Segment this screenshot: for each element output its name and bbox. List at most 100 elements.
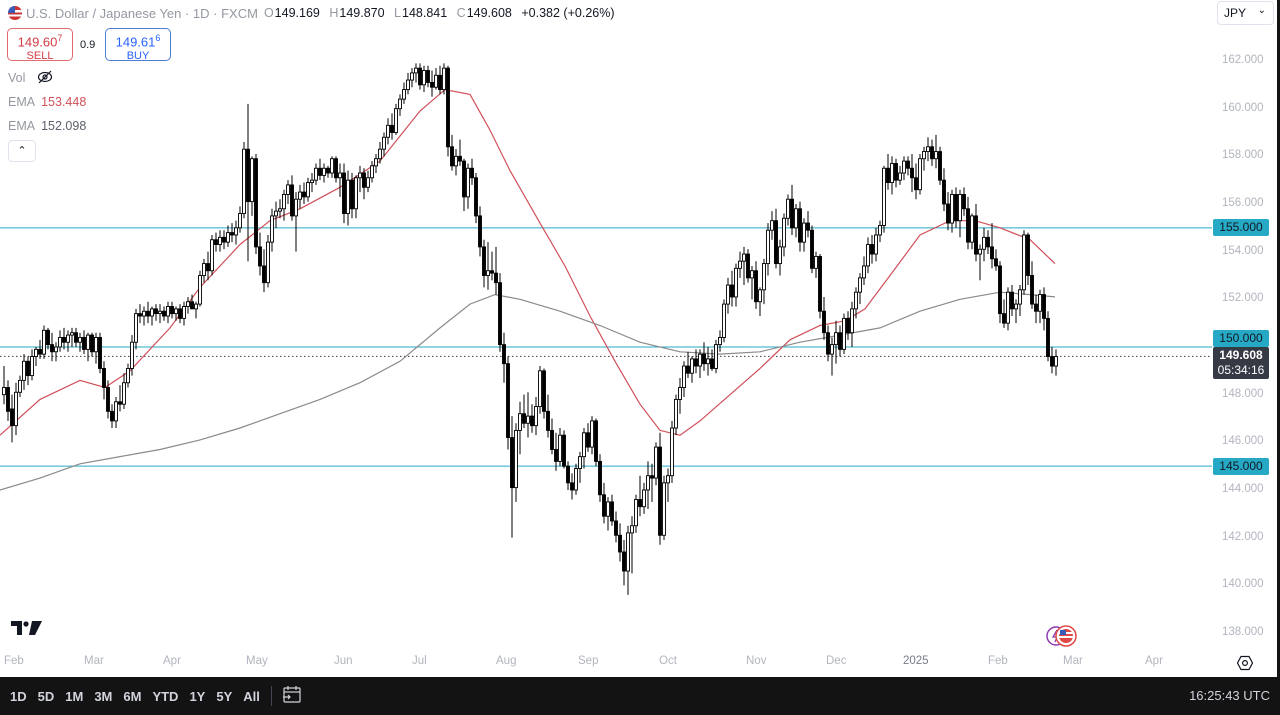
- candle: [670, 420, 674, 483]
- sell-button[interactable]: 149.607 SELL: [7, 28, 73, 62]
- candle: [250, 156, 254, 216]
- candle: [222, 230, 226, 250]
- candle: [158, 304, 162, 324]
- candle: [114, 397, 118, 429]
- utc-clock[interactable]: 16:25:43 UTC: [1189, 688, 1270, 703]
- range-1d-button[interactable]: 1D: [10, 688, 27, 704]
- candle: [78, 332, 82, 352]
- time-tick: Mar: [84, 655, 104, 667]
- collapse-legend-button[interactable]: ⌃: [8, 140, 36, 162]
- candle: [582, 428, 586, 469]
- range-1y-button[interactable]: 1Y: [189, 688, 206, 704]
- settings-gear-icon[interactable]: [1236, 655, 1254, 676]
- indicator-volume[interactable]: Vol: [8, 70, 53, 87]
- candle: [418, 63, 422, 90]
- candle: [102, 361, 106, 400]
- candle: [678, 377, 682, 414]
- time-tick: Sep: [578, 655, 599, 667]
- candle: [862, 256, 866, 286]
- open-value: 149.169: [274, 6, 320, 20]
- eye-off-icon[interactable]: [37, 70, 53, 87]
- candle: [30, 349, 34, 381]
- symbol-legend[interactable]: U.S. Dollar / Japanese Yen · 1D · FXCM O…: [8, 4, 615, 22]
- candle: [594, 418, 598, 467]
- candle: [646, 461, 650, 510]
- candle: [498, 273, 502, 352]
- candle: [710, 349, 714, 371]
- candle: [154, 304, 158, 321]
- candle: [982, 227, 986, 262]
- candle: [742, 246, 746, 286]
- indicator-name: EMA: [8, 119, 36, 133]
- candle: [438, 65, 442, 95]
- price-tick: 152.000: [1222, 292, 1264, 305]
- candle: [834, 320, 838, 364]
- candle: [226, 225, 230, 247]
- candle: [762, 258, 766, 305]
- candle: [278, 199, 282, 219]
- candle: [878, 220, 882, 243]
- candle: [530, 404, 534, 433]
- range-5y-button[interactable]: 5Y: [216, 688, 233, 704]
- time-tick: Jun: [334, 655, 353, 667]
- candle: [542, 368, 546, 419]
- candle: [414, 63, 418, 83]
- candle: [254, 153, 258, 255]
- economic-events-icon[interactable]: [1044, 625, 1084, 652]
- candle: [766, 223, 770, 276]
- candle: [974, 203, 978, 262]
- currency-selector[interactable]: JPY ⌄: [1217, 1, 1274, 25]
- range-6m-button[interactable]: 6M: [123, 688, 142, 704]
- candle: [658, 432, 662, 545]
- candle: [486, 242, 490, 290]
- candle: [446, 65, 450, 157]
- candle: [698, 349, 702, 378]
- candle: [118, 385, 122, 412]
- indicator-ema-slow[interactable]: EMA 152.098: [8, 119, 86, 133]
- candle: [314, 163, 318, 185]
- time-tick: Mar: [1063, 655, 1083, 667]
- candle: [46, 327, 50, 350]
- range-3m-button[interactable]: 3M: [94, 688, 113, 704]
- close-key: C: [456, 6, 466, 20]
- candle: [574, 463, 578, 495]
- candle: [86, 332, 90, 362]
- price-tick: 148.000: [1222, 387, 1264, 400]
- range-all-button[interactable]: All: [243, 688, 260, 704]
- candle: [246, 103, 250, 262]
- indicator-name: Vol: [8, 70, 26, 85]
- range-5d-button[interactable]: 5D: [37, 688, 55, 704]
- candle: [126, 363, 130, 388]
- time-tick: 2025: [903, 655, 929, 667]
- candle: [1018, 285, 1022, 317]
- candle: [666, 468, 670, 502]
- candle: [846, 311, 850, 340]
- candle: [954, 187, 958, 228]
- candle: [478, 206, 482, 257]
- candle: [1038, 289, 1042, 324]
- candle: [194, 301, 198, 319]
- close-value: 149.608: [466, 6, 512, 20]
- candle: [854, 287, 858, 319]
- candle: [546, 394, 550, 438]
- candle: [174, 306, 178, 321]
- sell-price: 149.607: [17, 33, 63, 50]
- candle: [1006, 287, 1010, 331]
- low-value: 148.841: [402, 6, 448, 20]
- indicator-ema-fast[interactable]: EMA 153.448: [8, 95, 86, 109]
- candle: [706, 346, 710, 376]
- candle: [190, 294, 194, 310]
- candle: [106, 380, 110, 419]
- candle: [42, 325, 46, 359]
- buy-button[interactable]: 149.616 BUY: [105, 28, 171, 62]
- price-chart[interactable]: [0, 0, 1212, 676]
- candle: [590, 416, 594, 455]
- tradingview-logo-icon[interactable]: [11, 620, 43, 641]
- candle: [514, 423, 518, 502]
- candle: [822, 296, 826, 340]
- candle: [270, 208, 274, 252]
- candle: [1050, 346, 1054, 374]
- range-ytd-button[interactable]: YTD: [152, 688, 179, 704]
- range-1m-button[interactable]: 1M: [65, 688, 84, 704]
- go-to-date-calendar-icon[interactable]: [282, 685, 302, 708]
